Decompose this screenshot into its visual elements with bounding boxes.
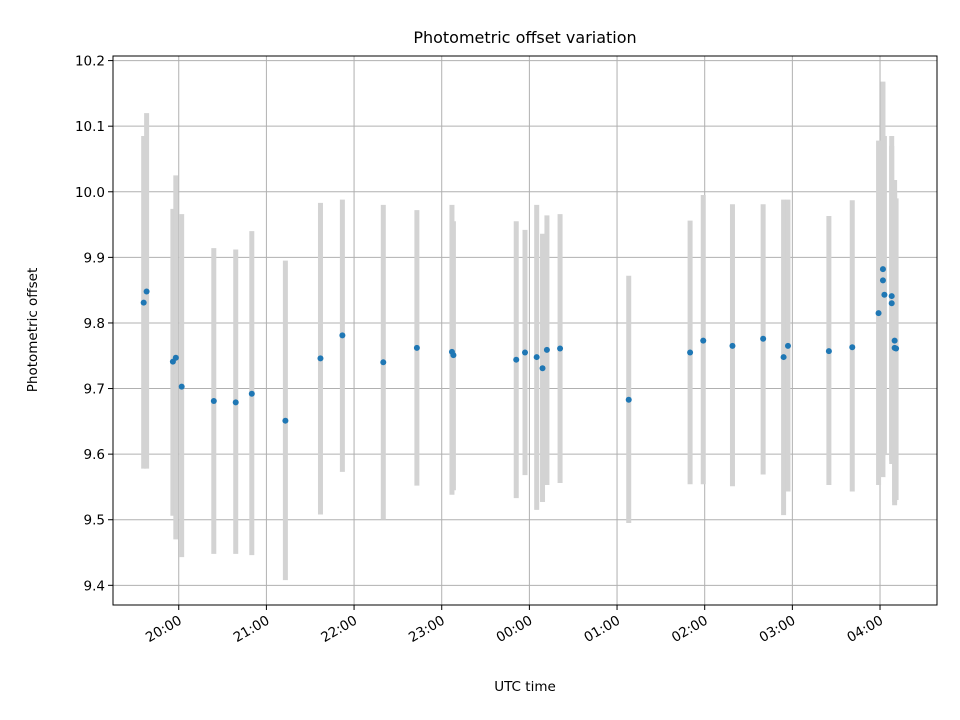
y-tick-label: 9.7 — [84, 382, 105, 398]
data-point — [172, 354, 179, 361]
y-tick-label: 10.1 — [75, 119, 105, 135]
data-point — [140, 299, 147, 306]
data-point — [450, 352, 457, 359]
data-point — [760, 335, 767, 342]
data-point — [888, 293, 895, 300]
chart-title: Photometric offset variation — [413, 28, 636, 47]
data-point — [282, 417, 289, 424]
data-point — [687, 349, 694, 356]
data-point — [522, 349, 528, 356]
y-tick-label: 9.5 — [84, 513, 105, 529]
y-axis-label: Photometric offset — [25, 268, 41, 392]
data-point — [232, 399, 239, 406]
data-point — [625, 396, 632, 403]
data-point — [879, 277, 886, 284]
data-points — [140, 266, 900, 424]
data-point — [891, 337, 898, 344]
plot-frame — [112, 55, 938, 606]
data-point — [825, 348, 832, 355]
data-point — [700, 337, 707, 344]
y-tick-label: 10.2 — [75, 54, 105, 70]
y-tick-label: 10.0 — [75, 185, 105, 201]
data-point — [849, 344, 856, 351]
y-tick-label: 9.9 — [84, 250, 105, 266]
data-point — [879, 266, 886, 273]
data-point — [888, 300, 895, 307]
data-point — [143, 288, 150, 295]
data-point — [729, 342, 736, 349]
data-point — [557, 345, 564, 352]
data-point — [513, 356, 520, 363]
y-tick-label: 9.6 — [84, 447, 105, 463]
data-point — [543, 346, 550, 353]
y-axis: 9.4 9.5 9.6 9.7 9.8 9.9 10.0 10.1 10.2 — [75, 54, 113, 594]
data-point — [533, 354, 540, 361]
data-point — [881, 291, 888, 298]
y-tick-label: 9.8 — [84, 316, 105, 332]
data-point — [248, 390, 255, 397]
x-axis-label: UTC time — [494, 679, 556, 695]
data-point — [893, 345, 900, 352]
data-point — [875, 310, 882, 317]
data-point — [178, 383, 185, 390]
data-point — [339, 332, 346, 339]
data-point — [780, 354, 787, 361]
data-point — [539, 365, 546, 372]
data-point — [317, 355, 324, 362]
data-point — [380, 359, 387, 366]
data-point — [210, 398, 217, 405]
data-point — [413, 344, 420, 351]
data-point — [784, 342, 791, 349]
y-tick-label: 9.4 — [84, 578, 105, 594]
